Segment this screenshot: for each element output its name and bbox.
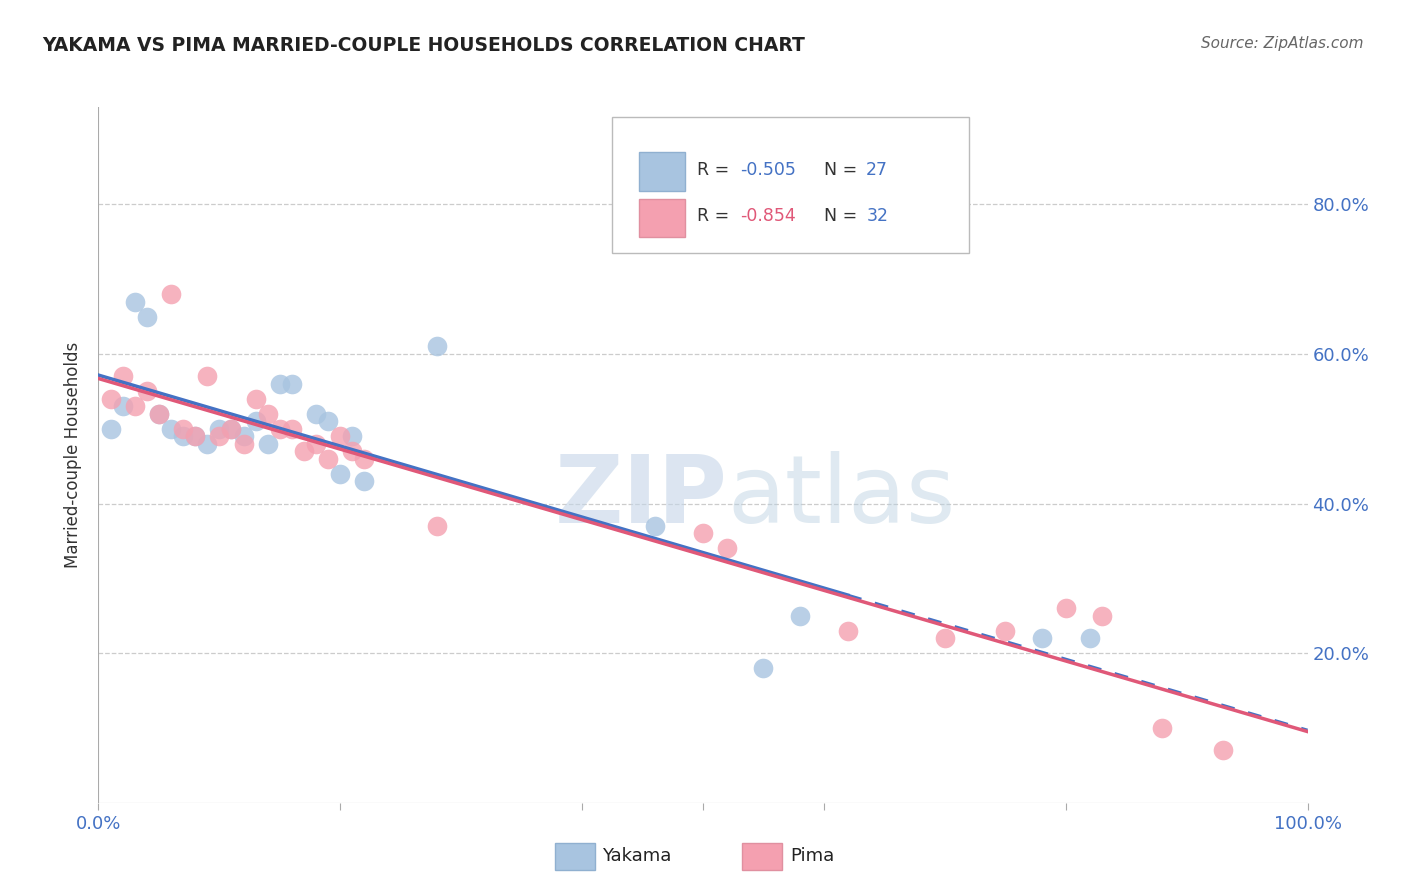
Bar (638, 153, 685, 191)
Point (135, 384, 157, 399)
Point (281, 376, 304, 391)
Point (1212, 743, 1234, 757)
Point (111, 399, 134, 413)
Text: ZIP: ZIP (554, 450, 727, 542)
Point (232, 436, 254, 450)
Point (232, 429, 254, 443)
Point (1031, 631, 1053, 645)
Point (1091, 608, 1114, 623)
Text: 32: 32 (866, 207, 889, 225)
Point (124, 294, 146, 309)
Point (316, 414, 339, 428)
Point (135, 310, 157, 324)
Point (426, 519, 449, 533)
Point (245, 414, 267, 428)
Point (269, 422, 291, 436)
FancyBboxPatch shape (613, 118, 969, 253)
Text: YAKAMA VS PIMA MARRIED-COUPLE HOUSEHOLDS CORRELATION CHART: YAKAMA VS PIMA MARRIED-COUPLE HOUSEHOLDS… (42, 36, 806, 54)
Text: Yakama: Yakama (602, 847, 671, 865)
Point (160, 287, 183, 301)
Point (353, 474, 375, 488)
Text: N =: N = (824, 207, 863, 225)
Point (1054, 601, 1077, 615)
Point (148, 407, 170, 421)
Point (184, 429, 207, 443)
Point (148, 407, 170, 421)
Point (1078, 631, 1101, 645)
Text: atlas: atlas (727, 450, 956, 542)
Point (245, 392, 267, 406)
Point (837, 624, 859, 638)
Point (292, 444, 315, 458)
Point (692, 526, 714, 541)
Point (994, 624, 1017, 638)
Text: Source: ZipAtlas.com: Source: ZipAtlas.com (1201, 36, 1364, 51)
Point (256, 407, 278, 421)
Point (256, 436, 278, 450)
Point (281, 422, 304, 436)
Point (208, 429, 231, 443)
Point (208, 422, 231, 436)
Point (305, 407, 328, 421)
Point (329, 429, 352, 443)
Point (111, 369, 134, 384)
Point (316, 451, 339, 466)
Point (160, 422, 183, 436)
Point (172, 429, 194, 443)
Point (269, 376, 291, 391)
Text: N =: N = (824, 161, 863, 178)
Point (752, 661, 775, 675)
Text: R =: R = (697, 207, 735, 225)
Point (184, 429, 207, 443)
Point (100, 392, 122, 406)
Text: -0.505: -0.505 (741, 161, 796, 178)
Point (221, 422, 243, 436)
Point (195, 369, 218, 384)
Point (221, 422, 243, 436)
Text: Pima: Pima (790, 847, 834, 865)
Point (934, 631, 956, 645)
Point (195, 436, 218, 450)
Y-axis label: Married-couple Households: Married-couple Households (65, 342, 83, 568)
Point (124, 399, 146, 413)
Point (644, 519, 666, 533)
Point (342, 429, 364, 443)
Point (305, 436, 328, 450)
Point (172, 422, 194, 436)
Point (426, 339, 449, 353)
Point (342, 444, 364, 458)
Point (789, 608, 811, 623)
Point (353, 451, 375, 466)
Point (100, 422, 122, 436)
Text: R =: R = (697, 161, 735, 178)
Point (329, 467, 352, 481)
Bar (638, 199, 685, 236)
Point (716, 541, 738, 556)
Text: -0.854: -0.854 (741, 207, 796, 225)
Text: 27: 27 (866, 161, 889, 178)
Point (1152, 721, 1174, 735)
